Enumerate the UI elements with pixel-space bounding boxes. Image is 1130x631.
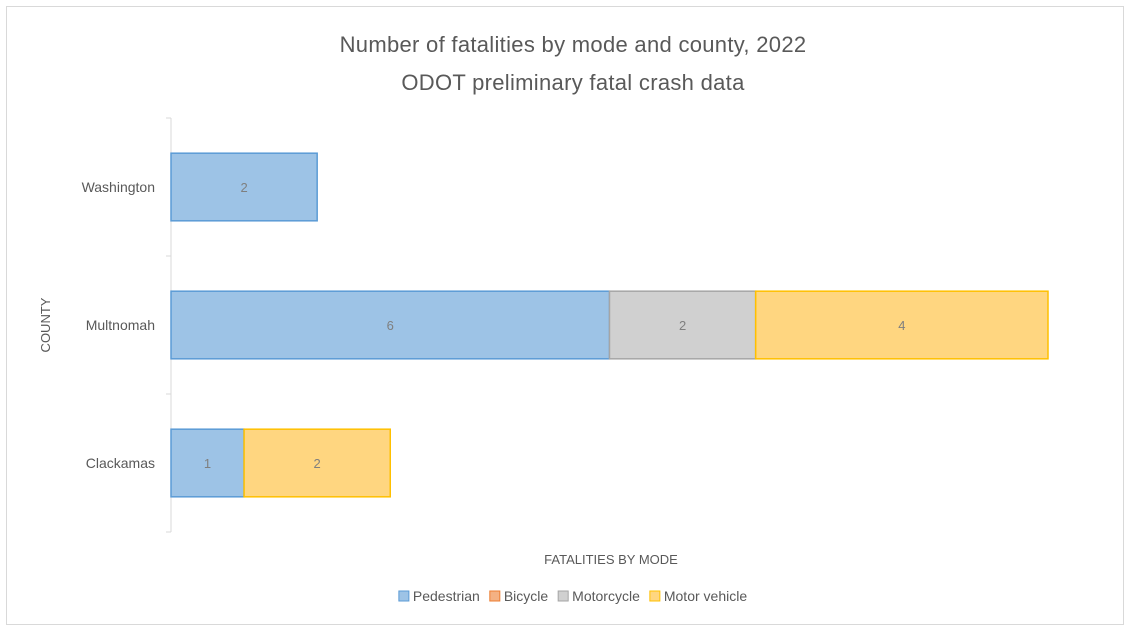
legend-swatch-pedestrian (398, 590, 410, 602)
data-label-multnomah-motorcycle: 2 (679, 318, 686, 333)
chart-subtitle: ODOT preliminary fatal crash data (401, 70, 745, 95)
tick-marks (166, 117, 171, 533)
legend-swatch-motor-vehicle (649, 590, 661, 602)
bar-multnomah-pedestrian (170, 290, 611, 360)
bars-group: 2 6 2 4 1 2 (170, 152, 1049, 498)
category-label-clackamas: Clackamas (86, 455, 155, 471)
category-label-washington: Washington (82, 179, 155, 195)
bar-washington-pedestrian (170, 152, 318, 222)
bar-multnomah-motorcycle (608, 290, 757, 360)
data-label-washington-pedestrian: 2 (240, 180, 247, 195)
category-labels: Washington Multnomah Clackamas (82, 179, 155, 471)
legend-label-bicycle: Bicycle (504, 588, 549, 604)
y-axis-title: COUNTY (38, 297, 53, 352)
legend-label-motorcycle: Motorcycle (572, 588, 640, 604)
legend-swatch-bicycle (489, 590, 501, 602)
chart-title: Number of fatalities by mode and county,… (340, 32, 807, 57)
legend-label-motor-vehicle: Motor vehicle (664, 588, 747, 604)
data-label-multnomah-pedestrian: 6 (387, 318, 394, 333)
category-label-multnomah: Multnomah (86, 317, 155, 333)
data-label-clackamas-motor-vehicle: 2 (314, 456, 321, 471)
x-axis-title: FATALITIES BY MODE (544, 552, 678, 567)
data-label-multnomah-motor-vehicle: 4 (898, 318, 905, 333)
legend-label-pedestrian: Pedestrian (413, 588, 480, 604)
bar-multnomah-motor-vehicle (754, 290, 1049, 360)
legend-swatch-motorcycle (557, 590, 569, 602)
legend: Pedestrian Bicycle Motorcycle Motor vehicle (398, 588, 747, 604)
data-label-clackamas-pedestrian: 1 (204, 456, 211, 471)
bar-clackamas-motor-vehicle (243, 428, 391, 498)
